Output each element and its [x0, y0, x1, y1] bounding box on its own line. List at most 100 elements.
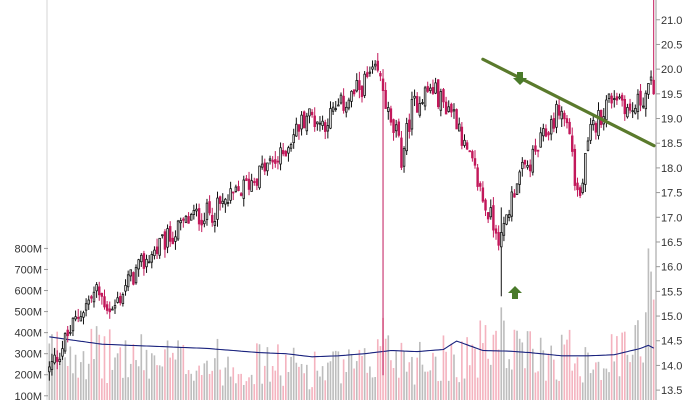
candle-body [216, 197, 219, 220]
volume-bar [484, 325, 487, 400]
candle [216, 191, 219, 227]
candle-body [355, 80, 358, 92]
volume-bar [329, 361, 332, 400]
volume-bar [384, 338, 387, 400]
candle [539, 127, 542, 148]
volume-bar [353, 368, 355, 400]
candle [589, 118, 592, 145]
volume-bar [529, 331, 531, 400]
candle [410, 91, 414, 136]
candle [77, 308, 80, 323]
volume-bar [77, 377, 80, 400]
candle [381, 69, 385, 376]
candle [195, 203, 198, 217]
volume-bar [471, 344, 474, 400]
candle-body [203, 220, 206, 225]
candle-body [350, 90, 353, 102]
volume-bar [143, 370, 145, 400]
candle [337, 98, 340, 107]
candle-body [168, 226, 172, 242]
price-tick-label: 18.5 [661, 138, 682, 150]
candle [507, 209, 511, 222]
candle-body [560, 110, 563, 120]
candle [234, 184, 238, 193]
volume-bar [553, 359, 555, 400]
volume-bars [48, 248, 655, 400]
candle [571, 127, 574, 157]
candle-body [489, 207, 492, 218]
volume-bar [166, 340, 169, 400]
volume-bar [487, 358, 489, 400]
candle [415, 92, 419, 113]
candle-body [366, 72, 369, 78]
candle-body [557, 104, 561, 116]
volume-bar [461, 341, 463, 400]
candle-body [287, 147, 290, 154]
candle-body [615, 96, 619, 101]
volume-bar [587, 352, 589, 400]
candle-body [187, 216, 190, 224]
candle [300, 111, 303, 136]
volume-bar [161, 366, 164, 400]
volume-bar [348, 349, 350, 400]
candle-body [66, 329, 69, 337]
candle [218, 195, 222, 211]
volume-bar [156, 365, 158, 400]
volume-bar [474, 348, 476, 400]
candle-body [145, 258, 148, 268]
volume-bar [271, 365, 274, 400]
volume-bar [429, 370, 432, 400]
candle [544, 124, 548, 138]
candle [360, 85, 364, 103]
arrow-down-marker [513, 72, 527, 85]
candle [98, 281, 101, 301]
candle-body [518, 171, 521, 185]
candle-body [507, 214, 511, 219]
volume-bar [366, 372, 369, 400]
candle [442, 87, 445, 108]
candle-body [476, 167, 479, 187]
candle [552, 112, 556, 133]
candle [486, 212, 490, 224]
candle-body [155, 246, 159, 254]
candle-body [434, 82, 437, 94]
candle [576, 177, 579, 197]
volume-bar [321, 366, 324, 400]
candle [242, 175, 245, 207]
candle [397, 118, 401, 138]
candle [145, 254, 148, 273]
volume-bar [440, 380, 442, 400]
volume-bar [610, 334, 613, 400]
volume-bar [172, 352, 174, 400]
candle-body [500, 232, 503, 248]
candle-body [218, 196, 222, 204]
candle [155, 238, 159, 260]
candle [450, 102, 453, 118]
candle-body [458, 123, 461, 132]
candle [452, 103, 456, 119]
volume-bar [566, 339, 568, 400]
candle-body [620, 94, 624, 101]
candle-body [211, 214, 214, 223]
candle [66, 325, 69, 343]
volume-bar [187, 370, 190, 400]
candle [460, 122, 464, 150]
candle-body [536, 149, 540, 152]
volume-bar [361, 356, 363, 400]
volume-bar [379, 346, 382, 400]
candle [189, 212, 193, 221]
candle-body [116, 297, 119, 303]
candle [318, 116, 322, 132]
candle-body [318, 122, 322, 125]
volume-bar [119, 347, 122, 400]
candle [594, 121, 598, 140]
candle [573, 144, 577, 191]
candle [48, 361, 51, 381]
volume-bar [584, 347, 587, 400]
candle [636, 89, 640, 120]
trendline-layer [481, 57, 656, 148]
candle [455, 108, 458, 130]
volume-bar [211, 370, 214, 400]
candle [479, 181, 482, 192]
